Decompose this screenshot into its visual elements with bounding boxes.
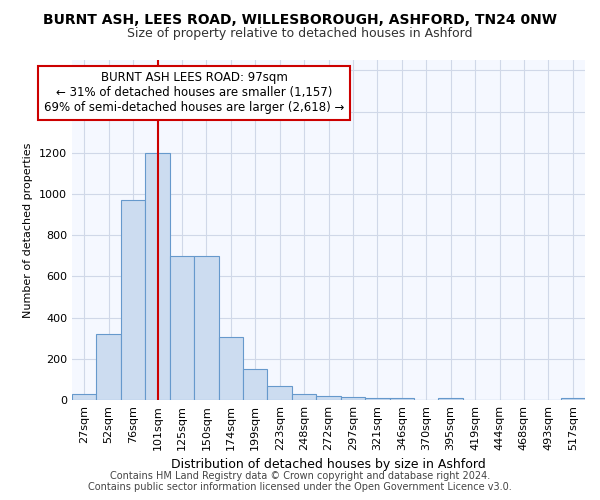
Bar xyxy=(292,394,316,400)
Bar xyxy=(145,152,170,400)
Bar xyxy=(243,369,268,400)
Bar xyxy=(389,398,414,400)
Bar xyxy=(268,386,292,400)
Text: BURNT ASH, LEES ROAD, WILLESBOROUGH, ASHFORD, TN24 0NW: BURNT ASH, LEES ROAD, WILLESBOROUGH, ASH… xyxy=(43,12,557,26)
Bar xyxy=(560,398,585,400)
Text: BURNT ASH LEES ROAD: 97sqm
← 31% of detached houses are smaller (1,157)
69% of s: BURNT ASH LEES ROAD: 97sqm ← 31% of deta… xyxy=(44,72,344,114)
Bar xyxy=(439,398,463,400)
Bar xyxy=(365,398,389,400)
Bar xyxy=(170,256,194,400)
Text: Contains HM Land Registry data © Crown copyright and database right 2024.
Contai: Contains HM Land Registry data © Crown c… xyxy=(88,471,512,492)
Bar xyxy=(316,396,341,400)
Bar xyxy=(97,334,121,400)
Bar xyxy=(341,397,365,400)
Bar xyxy=(121,200,145,400)
X-axis label: Distribution of detached houses by size in Ashford: Distribution of detached houses by size … xyxy=(171,458,486,471)
Y-axis label: Number of detached properties: Number of detached properties xyxy=(23,142,34,318)
Bar xyxy=(72,394,97,400)
Text: Size of property relative to detached houses in Ashford: Size of property relative to detached ho… xyxy=(127,28,473,40)
Bar xyxy=(218,337,243,400)
Bar xyxy=(194,256,218,400)
